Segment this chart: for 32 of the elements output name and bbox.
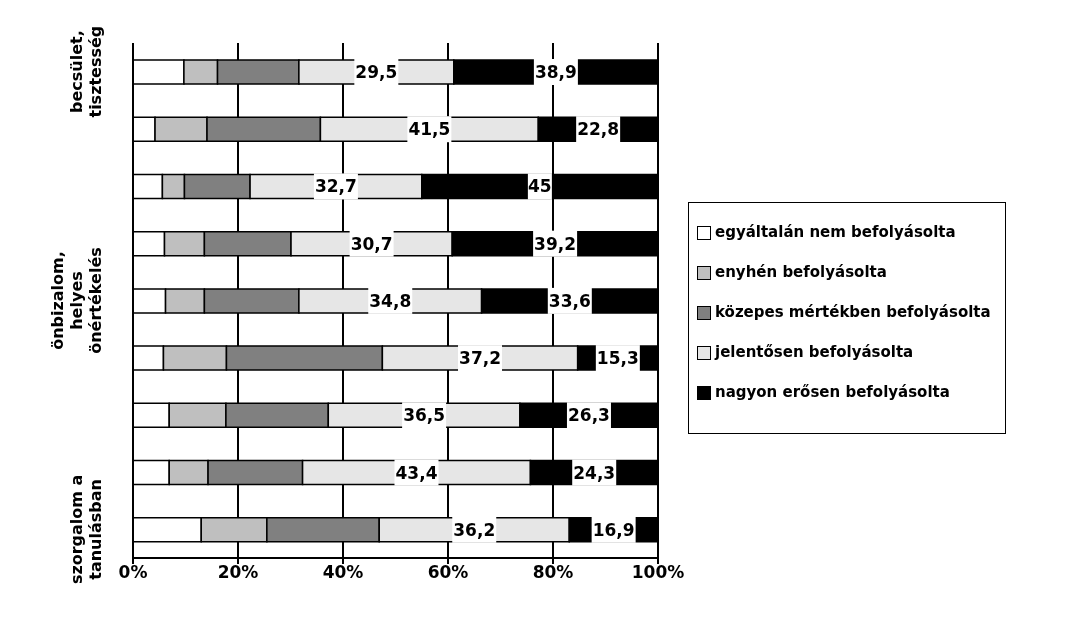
data-label: 22,8	[577, 119, 620, 140]
data-label: 32,7	[314, 176, 357, 197]
data-label: 43,4	[395, 462, 438, 483]
y-tick-label: szorgalom a tanulásban	[66, 474, 105, 585]
data-label: 45	[528, 176, 552, 197]
data-label: 24,3	[573, 462, 616, 483]
y-tick-label: becsület, tisztesség	[66, 25, 105, 118]
legend-label: jelentősen befolyásolta	[715, 343, 914, 361]
data-label: 16,9	[592, 519, 635, 540]
data-label: 34,8	[369, 290, 412, 311]
legend-label: enyhén befolyásolta	[715, 263, 887, 281]
x-tick-label: 80%	[532, 562, 574, 583]
data-label: 37,2	[459, 348, 501, 369]
x-tick-label: 40%	[322, 562, 364, 583]
data-label: 29,5	[355, 62, 398, 82]
data-label: 36,5	[403, 405, 446, 426]
x-tick-label: 20%	[217, 562, 259, 583]
legend-label: egyáltalán nem befolyásolta	[715, 223, 956, 241]
y-tick-label: önbizalom, helyes önértékelés	[47, 247, 105, 354]
data-label: 26,3	[567, 405, 610, 426]
data-label: 36,2	[453, 519, 496, 540]
data-label: 39,2	[534, 233, 577, 254]
x-tick-label: 0%	[118, 562, 148, 583]
x-tick-label: 60%	[427, 562, 469, 583]
data-label: 38,9	[534, 62, 577, 82]
data-label: 15,3	[596, 348, 639, 369]
x-tick-label: 100%	[631, 562, 685, 583]
data-label: 33,6	[548, 290, 591, 311]
data-label: 41,5	[408, 119, 451, 140]
data-label: 30,7	[350, 233, 393, 254]
legend-label: nagyon erősen befolyásolta	[715, 383, 950, 401]
legend-label: közepes mértékben befolyásolta	[715, 303, 991, 321]
